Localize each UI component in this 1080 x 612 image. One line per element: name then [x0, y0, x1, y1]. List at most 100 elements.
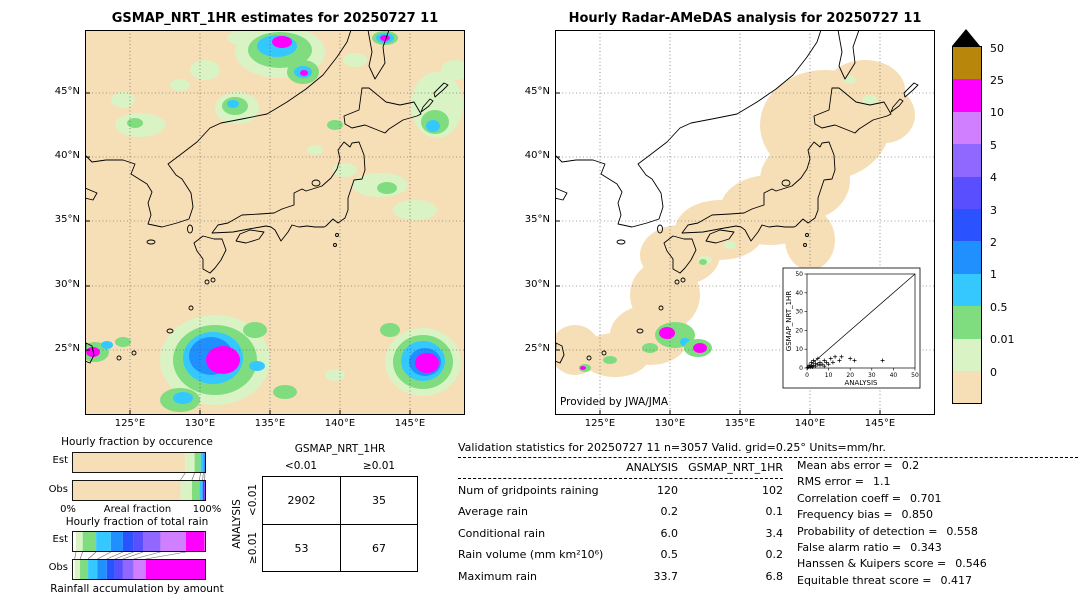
- validation-cell: 0.2: [765, 548, 784, 562]
- svg-text:10: 10: [825, 372, 833, 379]
- validation-cell: 33.7: [653, 569, 679, 583]
- svg-text:GSMAP_NRT_1HR: GSMAP_NRT_1HR: [785, 291, 793, 352]
- svg-text:10: 10: [795, 346, 803, 353]
- occurrence-bars: [72, 452, 206, 501]
- occurrence-axis-max: 100%: [192, 504, 222, 515]
- svg-text:40: 40: [890, 372, 898, 379]
- colorbar-segment: [953, 111, 981, 145]
- contingency-row-group: ANALYSIS: [231, 499, 243, 549]
- total-rain-obs-label: Obs: [48, 562, 68, 573]
- svg-text:20: 20: [846, 372, 854, 379]
- occurrence-obs-label: Obs: [48, 484, 68, 495]
- right-lat-tick: 25°N: [524, 343, 550, 354]
- contingency-col-label: <0.01: [284, 460, 318, 472]
- inset-identity-line: [806, 273, 916, 369]
- colorbar-tick-label: 0.01: [990, 333, 1015, 347]
- radar-coverage-region: [555, 60, 915, 377]
- score-value: 0.417: [940, 573, 972, 587]
- left-lat-tick: 35°N: [54, 214, 80, 225]
- total-rain-chart-title: Hourly fraction of total rain: [65, 516, 209, 528]
- svg-text:30: 30: [868, 372, 876, 379]
- validation-cell: 6.8: [765, 569, 784, 583]
- total-rain-caption: Rainfall accumulation by amount: [50, 583, 224, 595]
- contingency-grid: 2902 35 53 67: [262, 476, 418, 572]
- score-value: 0.2: [901, 459, 920, 472]
- score-label: Hanssen & Kuipers score =: [797, 557, 947, 571]
- score-row: Frequency bias = 0.850: [797, 508, 1067, 524]
- inset-dynamic-content: 00 10 10 20 20 30 30 40 40 50 50 ANALYSIS GSMAP_NRT_…: [785, 271, 919, 387]
- svg-text:50: 50: [911, 372, 919, 379]
- occurrence-est-label: Est: [52, 455, 68, 466]
- left-lon-tick: 135°E: [254, 418, 286, 429]
- right-map-precip-blobs: [579, 76, 878, 372]
- colorbar-segment: [953, 208, 981, 242]
- svg-text:0: 0: [799, 365, 803, 372]
- validation-cell: Rain volume (mm km²10⁶): [458, 548, 604, 562]
- colorbar-tick-label: 4: [990, 171, 997, 185]
- validation-row: Average rain 0.2 0.1: [458, 505, 788, 526]
- right-lat-tick: 45°N: [524, 86, 550, 97]
- validation-col-analysis: ANALYSIS: [626, 461, 678, 474]
- score-row: False alarm ratio = 0.343: [797, 541, 1067, 557]
- right-map-frame: [555, 30, 935, 415]
- svg-text:20: 20: [795, 327, 803, 334]
- left-map-precip-blobs: [85, 30, 465, 412]
- inset-plot-frame: [806, 273, 916, 369]
- left-lat-tick: 25°N: [54, 343, 80, 354]
- score-value: 0.558: [946, 524, 978, 538]
- score-value: 0.546: [955, 557, 987, 571]
- validation-row: Conditional rain 6.0 3.4: [458, 527, 788, 548]
- contingency-row-label: ≥0.01: [247, 531, 259, 565]
- validation-cell: 6.0: [660, 526, 679, 540]
- validation-cell: 0.2: [660, 505, 679, 519]
- right-map: 00 10 10 20 20 30 30 40 40 50 50 ANALYSIS GSMAP_NRT_…: [555, 30, 935, 415]
- divider-dashed: [458, 457, 1078, 458]
- right-lon-tick: 125°E: [584, 418, 616, 429]
- left-lon-tick: 125°E: [114, 418, 146, 429]
- score-row: Correlation coeff = 0.701: [797, 492, 1067, 508]
- contingency-cell: 67: [340, 524, 417, 571]
- colorbar-segment: [953, 306, 981, 339]
- contingency-col-label: ≥0.01: [362, 460, 396, 472]
- colorbar-segments: [952, 46, 982, 405]
- colorbar-segment: [953, 370, 981, 404]
- validation-row: Rain volume (mm km²10⁶) 0.5 0.2: [458, 548, 788, 569]
- svg-text:50: 50: [795, 271, 803, 278]
- colorbar-segment: [953, 338, 981, 371]
- validation-cell: 3.4: [765, 526, 784, 540]
- score-value: 0.850: [901, 508, 934, 522]
- score-row: Mean abs error = 0.2: [797, 459, 1067, 475]
- svg-text:ANALYSIS: ANALYSIS: [844, 379, 878, 387]
- colorbar-segment: [953, 47, 981, 80]
- total-rain-est-label: Est: [52, 534, 68, 545]
- validation-cell: Num of gridpoints raining: [458, 484, 599, 497]
- colorbar-tick-label: 3: [990, 203, 997, 217]
- colorbar-tick-label: 5: [990, 138, 997, 152]
- score-row: Probability of detection = 0.558: [797, 525, 1067, 541]
- colorbar-tick-label: 50: [990, 41, 1004, 55]
- svg-text:0: 0: [805, 372, 809, 379]
- score-label: Equitable threat score =: [797, 573, 932, 587]
- right-lat-tick: 30°N: [524, 279, 550, 290]
- validation-cell: 102: [762, 484, 783, 497]
- data-credit: Provided by JWA/JMA: [560, 396, 669, 408]
- colorbar-tick-label: 2: [990, 235, 997, 249]
- right-lat-tick: 40°N: [524, 150, 550, 161]
- left-map-title: GSMAP_NRT_1HR estimates for 20250727 11: [111, 11, 439, 26]
- contingency-cell: 35: [340, 477, 417, 524]
- svg-text:40: 40: [795, 290, 803, 297]
- contingency-col-group: GSMAP_NRT_1HR: [294, 443, 386, 455]
- right-lon-tick: 145°E: [864, 418, 896, 429]
- colorbar-segment: [953, 144, 981, 177]
- validation-cell: 0.1: [765, 505, 784, 519]
- score-label: RMS error =: [797, 475, 864, 489]
- colorbar-tick-label: 0: [990, 365, 997, 379]
- score-label: False alarm ratio =: [797, 540, 902, 554]
- occurrence-chart-title: Hourly fraction by occurence: [61, 436, 213, 448]
- score-label: Correlation coeff =: [797, 491, 901, 505]
- left-map-frame: [85, 30, 465, 415]
- colorbar-tick-label: 1: [990, 268, 997, 282]
- colorbar-tick-label: 10: [990, 106, 1004, 120]
- right-lon-tick: 135°E: [724, 418, 756, 429]
- inset-scatter-plot: 00 10 10 20 20 30 30 40 40 50 50 ANALYSIS GSMAP_NRT_…: [782, 267, 921, 389]
